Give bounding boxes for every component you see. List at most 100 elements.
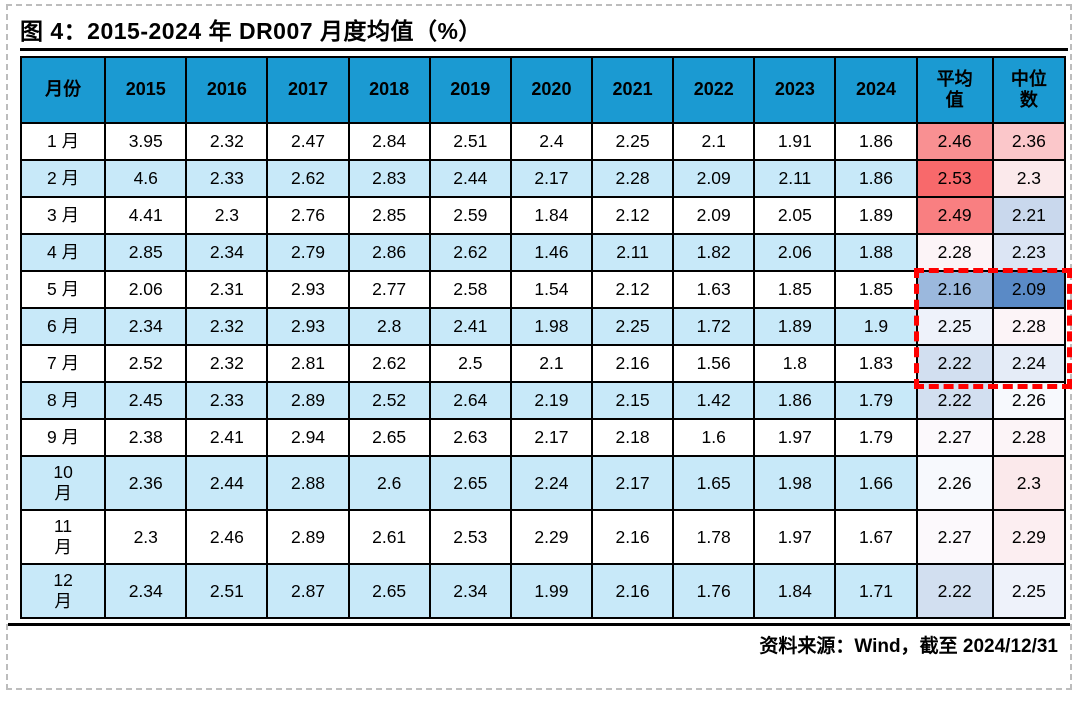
value-cell: 2.3: [104, 509, 188, 565]
median-cell: 2.23: [991, 233, 1067, 272]
month-cell: 8 月: [19, 381, 107, 420]
value-cell: 2.32: [185, 344, 269, 383]
value-cell: 1.79: [834, 381, 918, 420]
value-cell: 2.06: [104, 270, 188, 309]
value-cell: 1.89: [753, 307, 837, 346]
value-cell: 2.19: [509, 381, 594, 420]
table-row: 11 月 2.3 2.46 2.89 2.61 2.53 2.29 2.16 1.78 1.97 1…: [19, 509, 1067, 565]
median-cell: 2.09: [991, 270, 1067, 309]
value-cell: 1.85: [753, 270, 837, 309]
value-cell: 1.65: [672, 455, 756, 511]
value-cell: 2.31: [185, 270, 269, 309]
column-header-year: 2015: [104, 56, 188, 124]
value-cell: 1.78: [672, 509, 756, 565]
value-cell: 1.67: [834, 509, 918, 565]
value-cell: 2.4: [509, 122, 594, 161]
table-row: 7 月 2.52 2.32 2.81 2.62 2.5 2.1 2.16 1.56 1.8 1.83…: [19, 344, 1067, 383]
value-cell: 2.11: [753, 159, 837, 198]
value-cell: 1.66: [834, 455, 918, 511]
value-cell: 2.11: [590, 233, 675, 272]
value-cell: 2.59: [428, 196, 512, 235]
value-cell: 2.33: [185, 381, 269, 420]
value-cell: 2.09: [672, 159, 756, 198]
median-cell: 2.3: [991, 455, 1067, 511]
value-cell: 1.98: [753, 455, 837, 511]
value-cell: 2.64: [428, 381, 512, 420]
value-cell: 2.41: [185, 418, 269, 457]
column-header-year: 2022: [672, 56, 756, 124]
value-cell: 2.53: [428, 509, 512, 565]
value-cell: 1.98: [509, 307, 594, 346]
value-cell: 2.79: [266, 233, 350, 272]
table-row: 6 月 2.34 2.32 2.93 2.8 2.41 1.98 2.25 1.72 1.89 1.…: [19, 307, 1067, 346]
average-cell: 2.22: [915, 344, 994, 383]
median-cell: 2.26: [991, 381, 1067, 420]
value-cell: 1.82: [672, 233, 756, 272]
value-cell: 2.83: [347, 159, 431, 198]
value-cell: 1.56: [672, 344, 756, 383]
value-cell: 2.94: [266, 418, 350, 457]
median-cell: 2.21: [991, 196, 1067, 235]
month-cell: 10 月: [19, 455, 107, 511]
value-cell: 1.86: [753, 381, 837, 420]
column-header-year: 2024: [834, 56, 918, 124]
value-cell: 2.32: [185, 307, 269, 346]
value-cell: 2.65: [428, 455, 512, 511]
month-cell: 9 月: [19, 418, 107, 457]
value-cell: 2.17: [590, 455, 675, 511]
table-row: 8 月 2.45 2.33 2.89 2.52 2.64 2.19 2.15 1.42 1.86 1…: [19, 381, 1067, 420]
value-cell: 2.44: [185, 455, 269, 511]
value-cell: 2.88: [266, 455, 350, 511]
column-header-median: 中位 数: [991, 56, 1067, 124]
value-cell: 2.84: [347, 122, 431, 161]
value-cell: 2.17: [509, 418, 594, 457]
value-cell: 2.63: [428, 418, 512, 457]
value-cell: 2.52: [347, 381, 431, 420]
month-cell: 5 月: [19, 270, 107, 309]
column-header-year: 2019: [428, 56, 512, 124]
column-header-year: 2017: [266, 56, 350, 124]
value-cell: 2.51: [185, 563, 269, 619]
value-cell: 1.97: [753, 509, 837, 565]
value-cell: 1.9: [834, 307, 918, 346]
column-header-year: 2021: [590, 56, 675, 124]
value-cell: 1.89: [834, 196, 918, 235]
average-cell: 2.27: [915, 509, 994, 565]
value-cell: 2.29: [509, 509, 594, 565]
column-header-month: 月份: [19, 56, 107, 124]
value-cell: 2.16: [590, 344, 675, 383]
value-cell: 2.1: [672, 122, 756, 161]
median-cell: 2.36: [991, 122, 1067, 161]
value-cell: 1.84: [753, 563, 837, 619]
value-cell: 1.86: [834, 122, 918, 161]
table-header: 月份 2015 2016 2017 2018 2019 2020 2021 2022 2023 20…: [19, 56, 1067, 124]
value-cell: 2.81: [266, 344, 350, 383]
month-cell: 7 月: [19, 344, 107, 383]
value-cell: 2.77: [347, 270, 431, 309]
value-cell: 2.44: [428, 159, 512, 198]
value-cell: 1.85: [834, 270, 918, 309]
value-cell: 2.25: [590, 122, 675, 161]
value-cell: 2.24: [509, 455, 594, 511]
value-cell: 2.05: [753, 196, 837, 235]
value-cell: 2.76: [266, 196, 350, 235]
value-cell: 2.16: [590, 563, 675, 619]
value-cell: 1.6: [672, 418, 756, 457]
value-cell: 2.45: [104, 381, 188, 420]
value-cell: 2.61: [347, 509, 431, 565]
average-cell: 2.22: [915, 563, 994, 619]
value-cell: 2.34: [185, 233, 269, 272]
value-cell: 1.88: [834, 233, 918, 272]
value-cell: 2.34: [104, 307, 188, 346]
table-row: 4 月 2.85 2.34 2.79 2.86 2.62 1.46 2.11 1.82 2.06 1…: [19, 233, 1067, 272]
value-cell: 2.62: [428, 233, 512, 272]
value-cell: 1.84: [509, 196, 594, 235]
value-cell: 2.85: [104, 233, 188, 272]
month-cell: 4 月: [19, 233, 107, 272]
table-row: 12 月 2.34 2.51 2.87 2.65 2.34 1.99 2.16 1.76 1.84…: [19, 563, 1067, 619]
median-cell: 2.24: [991, 344, 1067, 383]
average-cell: 2.25: [915, 307, 994, 346]
table-row: 10 月 2.36 2.44 2.88 2.6 2.65 2.24 2.17 1.65 1.98 1…: [19, 455, 1067, 511]
value-cell: 2.33: [185, 159, 269, 198]
value-cell: 2.41: [428, 307, 512, 346]
